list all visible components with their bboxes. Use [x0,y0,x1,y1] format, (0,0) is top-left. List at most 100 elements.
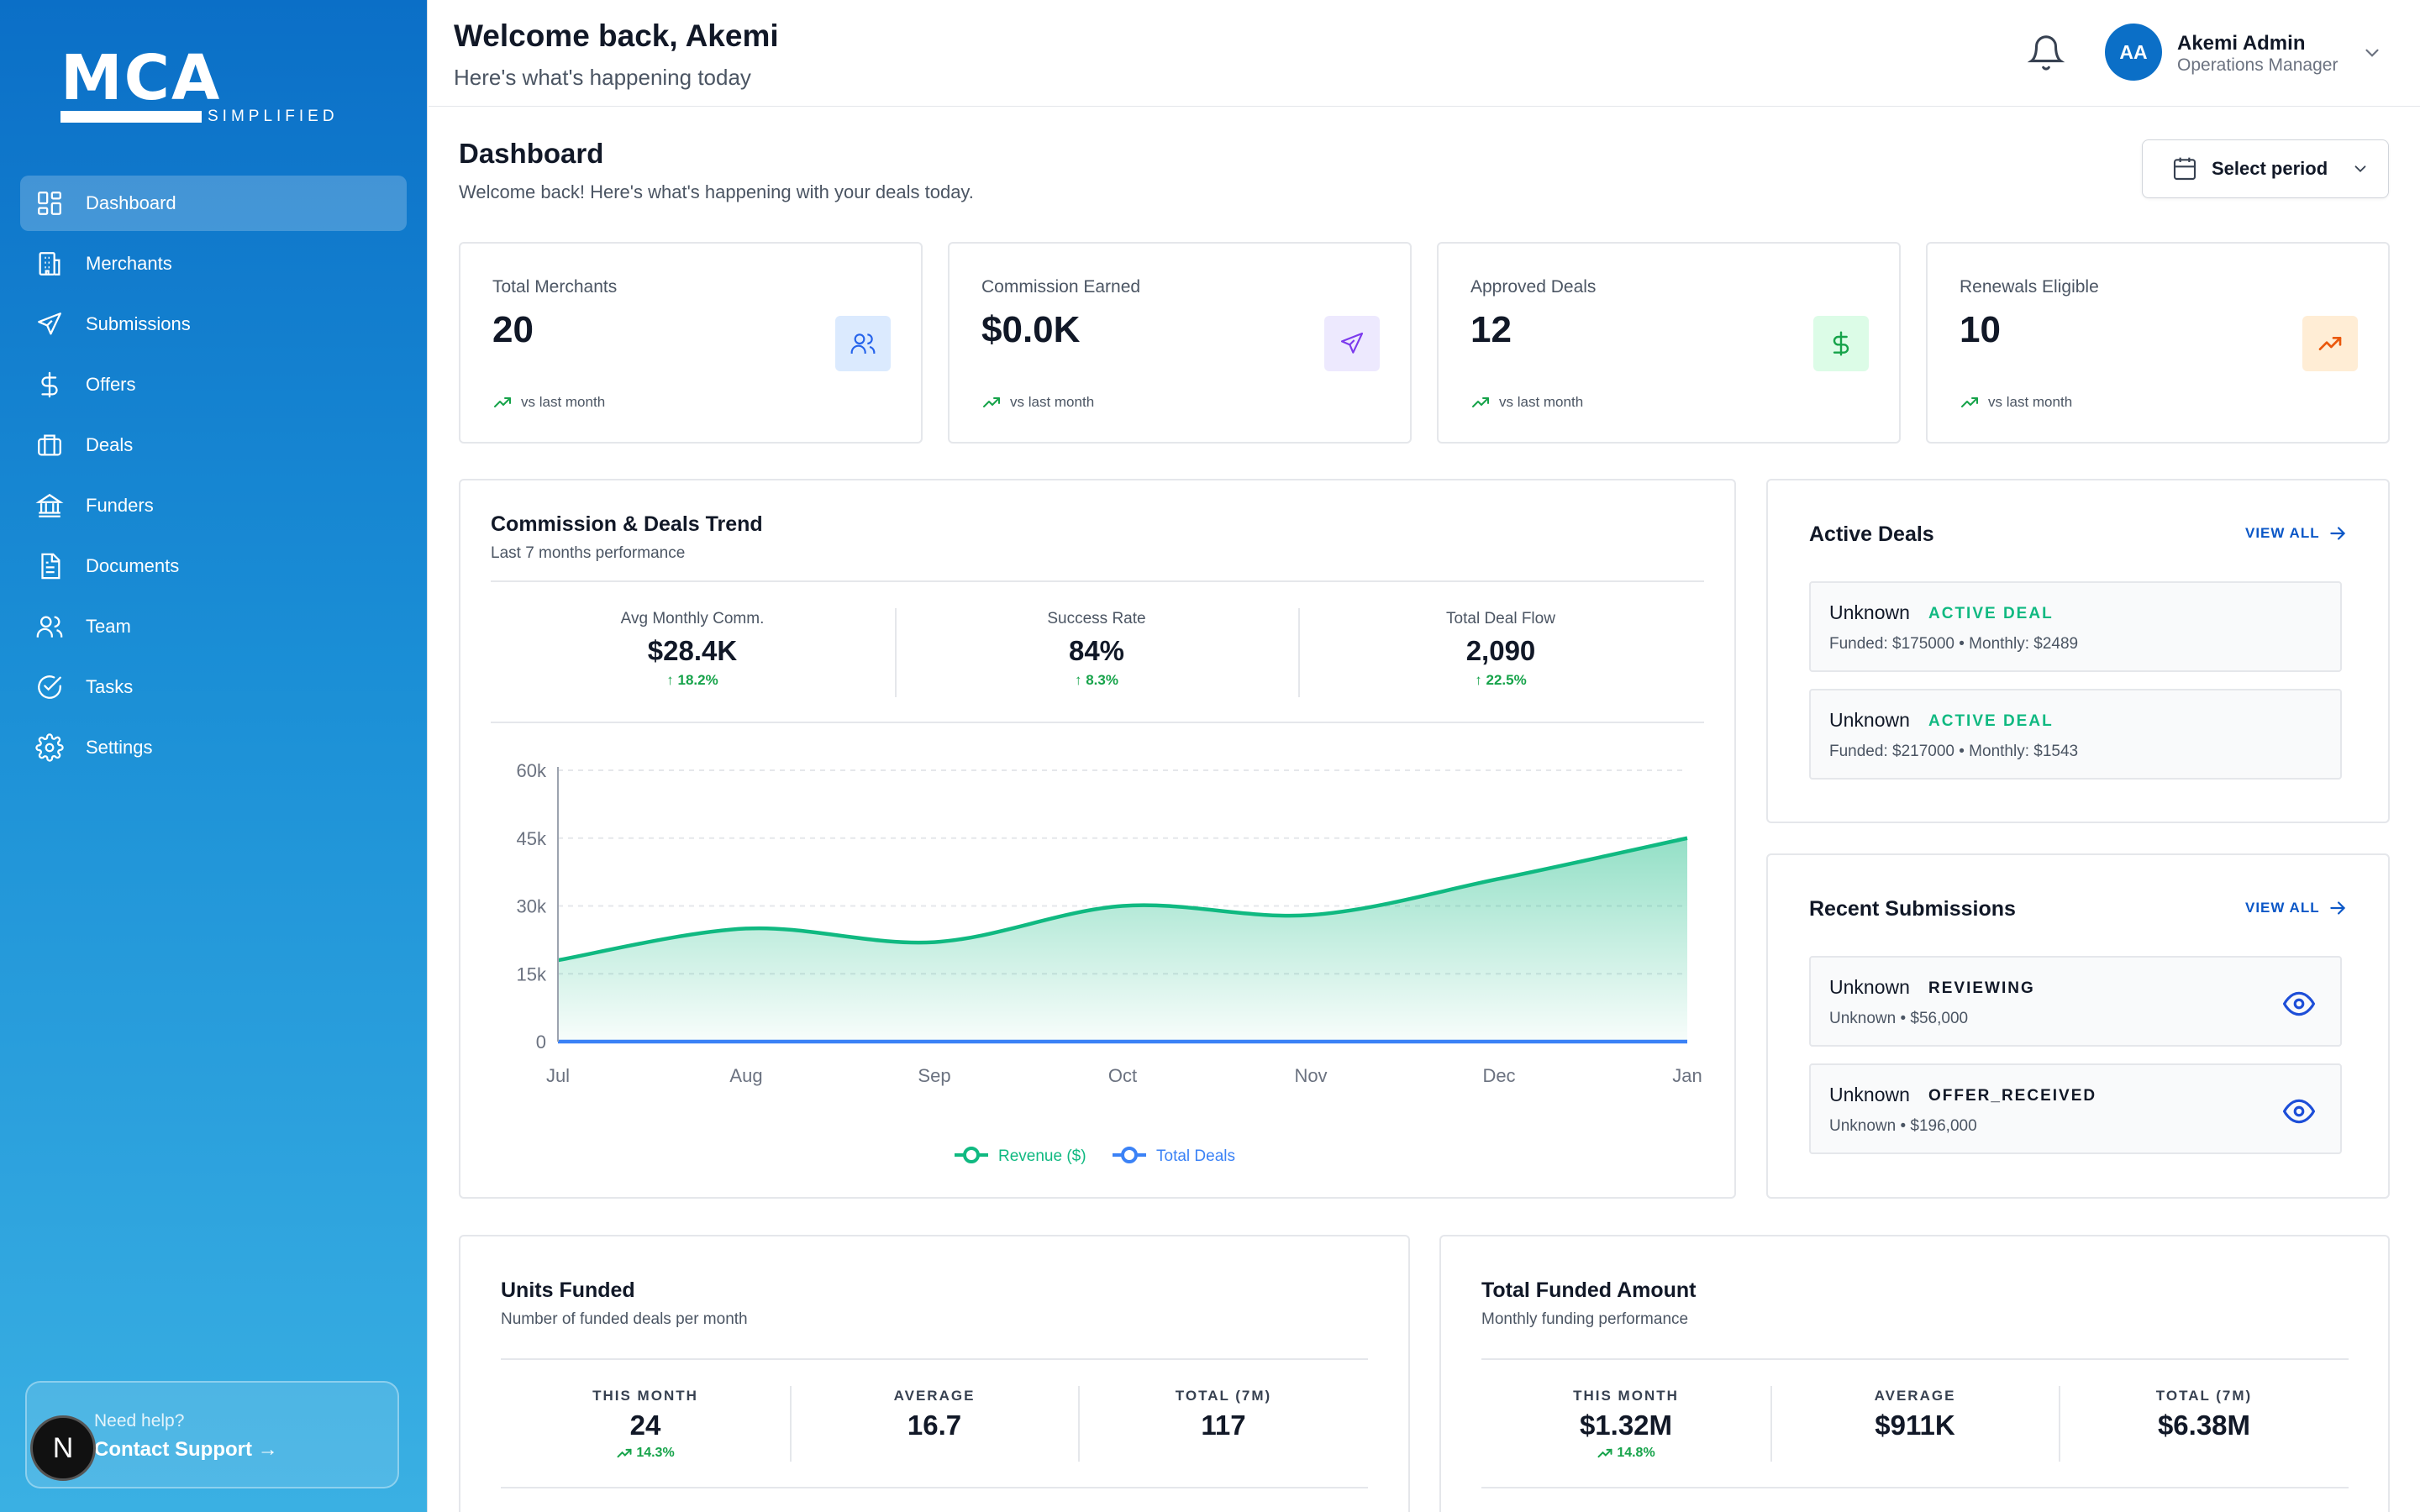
sidebar-item-team[interactable]: Team [20,599,407,654]
divider [491,580,1704,582]
list-item[interactable]: Unknown OFFER_RECEIVED Unknown • $196,00… [1809,1063,2342,1154]
metric-change: ↑ 22.5% [1475,672,1527,688]
metric-change-value: 14.8% [1617,1446,1655,1460]
recent-submissions-title: Recent Submissions [1809,897,2016,921]
stat-card-commission-earned[interactable]: Commission Earned $0.0K vs last month [948,242,1412,444]
stat-card-renewals-eligible[interactable]: Renewals Eligible 10 vs last month [1926,242,2390,444]
metric-label: TOTAL (7M) [2155,1388,2253,1404]
x-tick-label: Nov [1294,1065,1327,1086]
divider [501,1487,1368,1488]
welcome-subtitle: Here's what's happening today [454,65,751,90]
users-icon [835,316,891,371]
total-funded-card [1439,1235,2390,1512]
gear-icon [35,733,64,762]
sidebar-item-tasks[interactable]: Tasks [20,659,407,715]
stat-trend: vs last month [981,392,1094,412]
list-item[interactable]: Unknown ACTIVE DEAL Funded: $175000 • Mo… [1809,581,2342,672]
sidebar-item-settings[interactable]: Settings [20,720,407,775]
units-funded-subtitle: Number of funded deals per month [501,1310,748,1328]
sidebar-item-deals[interactable]: Deals [20,417,407,473]
bank-icon [35,491,64,520]
metric-label: TOTAL (7M) [1175,1388,1272,1404]
revenue-line[interactable] [557,836,1688,963]
stat-trend: vs last month [1470,392,1583,412]
view-all-label: VIEW ALL [2245,900,2320,916]
eye-icon[interactable] [2283,1095,2315,1127]
sidebar-item-label: Team [86,616,131,637]
deal-meta: Funded: $217000 • Monthly: $1543 [1829,743,2079,760]
status-badge: ACTIVE DEAL [1928,712,2054,730]
stat-value: 20 [492,309,534,350]
list-item[interactable]: Unknown ACTIVE DEAL Funded: $217000 • Mo… [1809,689,2342,780]
user-name[interactable]: Akemi Admin [2177,32,2306,55]
metric-change: 14.3% [501,1445,790,1462]
stat-card-total-merchants[interactable]: Total Merchants 20 vs last month [459,242,923,444]
briefcase-icon [35,431,64,459]
sidebar-item-documents[interactable]: Documents [20,538,407,594]
trending-up-icon [2302,316,2358,371]
legend-item[interactable]: Revenue ($) [955,1147,1086,1165]
trending-up-icon [1961,397,1978,407]
sidebar-item-merchants[interactable]: Merchants [20,236,407,291]
stat-label: Commission Earned [981,277,1141,297]
metric-value: 2,090 [1465,635,1536,666]
units-metric-average: AVERAGE 16.7 [791,1388,1078,1441]
funded-metric-this-month: THIS MONTH $1.32M 14.8% [1481,1388,1770,1462]
total-funded-subtitle: Monthly funding performance [1481,1310,1689,1328]
stat-label: Approved Deals [1470,277,1597,297]
support-question: Need help? [94,1411,185,1431]
page-subtitle: Welcome back! Here's what's happening wi… [459,181,974,202]
sidebar: MCA SIMPLIFIED Dashboard Merchants Submi… [0,0,428,1512]
stat-card-approved-deals[interactable]: Approved Deals 12 vs last month [1437,242,1901,444]
check-circle-icon [35,673,64,701]
sidebar-item-funders[interactable]: Funders [20,478,407,533]
metric-value: 16.7 [907,1410,962,1441]
user-role: Operations Manager [2177,55,2338,75]
divider [1078,1386,1080,1462]
sidebar-item-dashboard[interactable]: Dashboard [20,176,407,231]
commission-trend-chart: 0 15k 30k 45k 60k Jul Aug Sep Oct Nov Dec Jan Reve… [517,760,1702,1165]
legend-item[interactable]: Total Deals [1113,1147,1235,1165]
eye-icon[interactable] [2283,988,2315,1020]
dollar-icon [1813,316,1869,371]
units-metric-this-month: THIS MONTH 24 14.3% [501,1388,790,1462]
sidebar-item-label: Settings [86,737,153,758]
status-badge: ACTIVE DEAL [1928,605,2054,622]
sidebar-item-label: Submissions [86,313,191,334]
send-icon [1324,316,1380,371]
list-item[interactable]: Unknown REVIEWING Unknown • $56,000 [1809,956,2342,1047]
sidebar-item-offers[interactable]: Offers [20,357,407,412]
deal-merchant-name: Unknown [1829,601,1910,623]
sidebar-item-label: Documents [86,555,180,576]
bell-icon[interactable] [2027,34,2065,72]
contact-support-link[interactable]: Contact Support → [94,1438,278,1461]
stat-trend: vs last month [492,392,605,412]
active-deals-view-all-link[interactable]: VIEW ALL [2245,522,2349,544]
total-funded-title: Total Funded Amount [1481,1278,1697,1302]
select-period-button[interactable]: Select period [2142,139,2389,198]
y-tick-label: 45k [517,828,547,849]
brand-logo[interactable]: MCA SIMPLIFIED [60,47,338,131]
deal-meta: Funded: $175000 • Monthly: $2489 [1829,635,2079,653]
nextjs-dev-badge[interactable]: N [30,1415,96,1481]
sidebar-item-submissions[interactable]: Submissions [20,297,407,352]
revenue-area [558,837,1687,1042]
metric-label: Total Deal Flow [1446,610,1555,627]
calendar-icon [2173,157,2196,181]
user-avatar[interactable]: AA [2105,24,2162,81]
stat-label: Total Merchants [492,277,618,297]
trend-metric-total-deal-flow: Total Deal Flow 2,090 ↑ 22.5% [1299,610,1702,689]
funded-metric-total: TOTAL (7M) $6.38M [2060,1388,2349,1441]
stat-value: 12 [1470,309,1512,350]
trending-up-icon [1597,1448,1612,1458]
trend-subtitle: Last 7 months performance [491,544,686,562]
submission-meta: Unknown • $56,000 [1829,1010,1969,1027]
funded-metric-average: AVERAGE $911K [1771,1388,2059,1441]
recent-submissions-view-all-link[interactable]: VIEW ALL [2245,897,2349,919]
stat-value: $0.0K [981,309,1081,350]
divider [2059,1386,2060,1462]
submission-meta: Unknown • $196,000 [1829,1117,1977,1135]
metric-value: 84% [1068,635,1125,666]
dashboard-icon [35,189,64,218]
chevron-down-icon[interactable] [2361,42,2383,64]
